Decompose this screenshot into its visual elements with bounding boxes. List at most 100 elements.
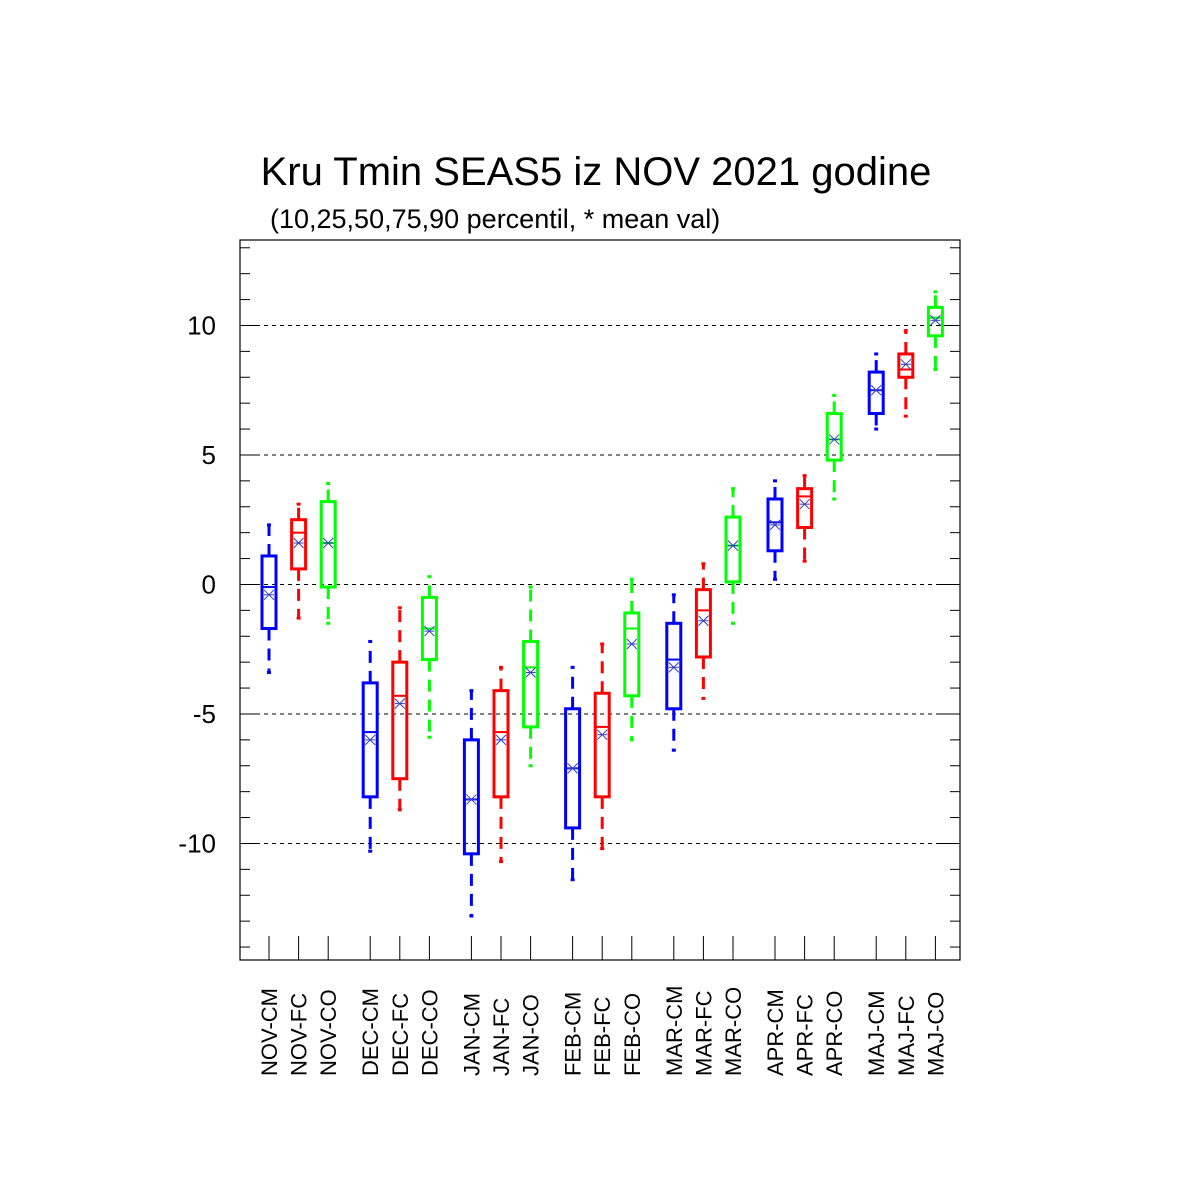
mean-marker-stroke: [596, 729, 608, 741]
category-label: MAR-CM: [662, 986, 687, 1076]
mean-marker-stroke: [322, 537, 334, 549]
mean-marker: [364, 734, 376, 746]
mean-marker: [263, 589, 275, 601]
boxes: [260, 290, 944, 960]
mean-marker: [727, 540, 739, 551]
mean-marker-stroke: [930, 314, 941, 326]
mean-marker-stroke: [364, 734, 376, 746]
category-label: MAJ-FC: [894, 995, 919, 1076]
box-feb-co: [623, 577, 641, 960]
mean-marker: [799, 498, 810, 510]
box-iqr: [593, 691, 611, 799]
box-iqr: [724, 515, 742, 584]
category-label: JAN-CO: [519, 994, 544, 1076]
y-tick-label: -5: [193, 699, 216, 729]
category-label: NOV-CM: [257, 988, 282, 1076]
category-label: MAR-CO: [721, 987, 746, 1076]
box-iqr: [897, 352, 915, 379]
mean-marker-stroke: [626, 638, 638, 650]
category-label: DEC-CM: [358, 988, 383, 1076]
axes: -10 -5 0 5 10: [178, 239, 961, 961]
box-dec-cm: [361, 639, 379, 960]
mean-marker-stroke: [769, 519, 781, 531]
box-iqr: [290, 518, 308, 571]
mean-marker: [900, 358, 912, 370]
box-iqr: [462, 738, 480, 856]
box-jan-cm: [462, 689, 480, 960]
box-iqr: [492, 689, 510, 799]
box-iqr: [361, 681, 379, 799]
box-jan-co: [522, 585, 540, 960]
y-tick-label: 10: [187, 310, 216, 340]
mean-marker: [698, 615, 709, 627]
box-feb-cm: [564, 665, 582, 960]
category-label: NOV-CO: [316, 989, 341, 1076]
box-dec-fc: [391, 606, 409, 960]
box-feb-fc: [593, 642, 611, 960]
box-iqr: [319, 500, 337, 589]
box-apr-fc: [796, 474, 814, 960]
category-label: APR-CM: [763, 989, 788, 1076]
category-label: FEB-CM: [561, 992, 586, 1076]
mean-marker-stroke: [698, 615, 709, 627]
box-nov-fc: [290, 502, 308, 960]
mean-marker-stroke: [394, 698, 406, 709]
mean-marker: [596, 729, 608, 741]
mean-marker: [930, 314, 941, 326]
box-iqr: [665, 621, 683, 711]
box-nov-cm: [260, 523, 278, 960]
mean-marker-stroke: [727, 540, 739, 551]
box-iqr: [623, 611, 641, 698]
y-tick-label: 0: [202, 569, 216, 599]
mean-marker-stroke: [495, 734, 507, 746]
category-label: DEC-FC: [388, 993, 413, 1076]
category-label: MAJ-CM: [864, 990, 889, 1076]
category-label: JAN-FC: [489, 998, 514, 1076]
mean-marker-stroke: [263, 589, 275, 601]
mean-marker: [828, 434, 840, 445]
mean-marker-stroke: [424, 625, 435, 637]
category-label: NOV-FC: [287, 993, 312, 1076]
y-tick-label: -10: [178, 828, 216, 858]
box-maj-cm: [867, 352, 885, 960]
category-label: MAJ-CO: [923, 992, 948, 1076]
box-iqr: [926, 305, 944, 338]
category-label: FEB-CO: [620, 993, 645, 1076]
box-apr-cm: [766, 479, 784, 960]
box-iqr: [522, 639, 540, 729]
mean-marker-stroke: [799, 498, 810, 510]
mean-marker-stroke: [567, 762, 578, 774]
mean-marker-stroke: [870, 384, 882, 396]
chart-subtitle: (10,25,50,75,90 percentil, * mean val): [270, 204, 720, 234]
box-jan-fc: [492, 665, 510, 960]
mean-marker-stroke: [900, 358, 912, 370]
box-iqr: [825, 412, 843, 462]
box-mar-cm: [665, 593, 683, 960]
box-iqr: [766, 497, 784, 553]
box-iqr: [867, 370, 885, 416]
category-label: MAR-FC: [691, 990, 716, 1076]
box-nov-co: [319, 481, 337, 960]
box-iqr: [260, 554, 278, 630]
chart-title: Kru Tmin SEAS5 iz NOV 2021 godine: [261, 150, 932, 194]
mean-marker-stroke: [668, 661, 680, 673]
mean-marker: [322, 537, 334, 549]
box-iqr: [694, 588, 712, 659]
mean-marker: [293, 537, 304, 549]
mean-marker: [626, 638, 638, 650]
box-maj-co: [926, 290, 944, 960]
category-label: APR-FC: [793, 994, 818, 1076]
mean-marker-stroke: [293, 537, 304, 549]
box-dec-co: [420, 575, 438, 960]
mean-marker: [769, 519, 781, 531]
box-mar-fc: [694, 562, 712, 960]
category-label: APR-CO: [822, 990, 847, 1076]
grid-lines: [240, 324, 960, 844]
box-iqr: [796, 487, 814, 529]
mean-marker: [394, 698, 406, 709]
box-apr-co: [825, 393, 843, 960]
mean-marker: [668, 661, 680, 673]
mean-marker-stroke: [466, 794, 477, 805]
box-maj-fc: [897, 329, 915, 960]
